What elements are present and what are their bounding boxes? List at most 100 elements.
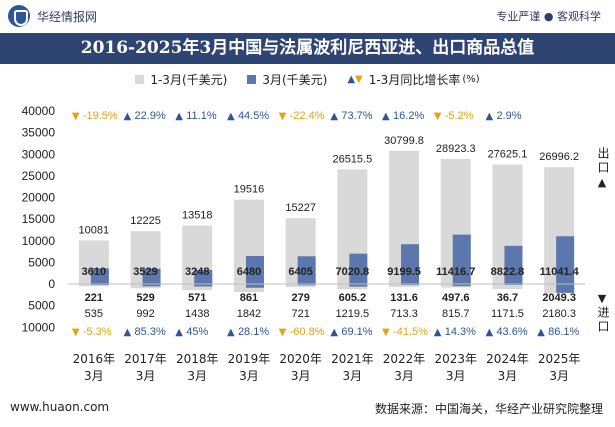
import-side-label: ▼ 进口 (595, 291, 610, 334)
x-tick-label-year: 2024年 (486, 352, 529, 366)
import-label: 进口 (596, 306, 610, 334)
x-tick-label-month: 3月 (498, 369, 518, 383)
export-march-label: 6480 (237, 266, 261, 278)
export-march-label: 9199.5 (387, 266, 421, 278)
y-tick-label: 40000 (22, 104, 56, 118)
x-tick-label-year: 2018年 (176, 352, 219, 366)
export-cumulative-label: 26515.5 (332, 153, 372, 165)
legend-label-march: 3月(千美元) (262, 72, 328, 87)
export-march-bar (194, 269, 213, 284)
footer: www.huaon.com 数据来源：中国海关，华经产业研究院整理 (0, 392, 615, 427)
y-tick-label: 0 (48, 277, 55, 291)
legend-growth-arrows-icon: ▲▼ (347, 73, 363, 85)
x-tick-label-year: 2021年 (331, 352, 374, 366)
legend-item-march: 3月(千美元) (247, 71, 327, 88)
export-march-bar (401, 244, 420, 284)
import-cumulative-label: 815.7 (442, 308, 470, 320)
y-tick-label: 15000 (22, 212, 56, 226)
export-cumulative-label: 28923.3 (436, 143, 476, 155)
import-cumulative-label: 721 (291, 308, 309, 320)
brand: 华经情报网 (8, 5, 97, 27)
legend-swatch-march (247, 74, 257, 84)
x-tick-label-year: 2017年 (124, 352, 167, 366)
export-growth-label: 22.9% (135, 110, 166, 122)
import-growth-label: 28.1% (238, 326, 269, 338)
import-march-label: 2049.3 (542, 292, 576, 304)
x-tick-label-month: 3月 (84, 369, 104, 383)
export-growth-label: 16.2% (393, 110, 424, 122)
import-cumulative-label: 535 (85, 308, 103, 320)
export-march-bar (245, 255, 264, 284)
legend-item-growth: ▲▼ 1-3月同比增长率 (%) (347, 71, 479, 88)
import-growth-label: 43.6% (496, 326, 527, 338)
export-cumulative-label: 12225 (130, 215, 161, 227)
x-tick-label-year: 2023年 (434, 352, 477, 366)
chart-area: 40000 35000 30000 25000 20000 15000 10000 5000 0… (22, 104, 585, 383)
export-growth-up-arrow-icon: ▲ (227, 111, 235, 122)
export-up-triangle-icon: ▲ (597, 176, 607, 189)
y-tick-label: 5000 (28, 299, 55, 313)
import-march-label: 497.6 (442, 292, 470, 304)
import-cumulative-label: 1171.5 (491, 308, 524, 320)
export-march-label: 3529 (133, 266, 157, 278)
chart-title: 2016-2025年3月中国与法属波利尼西亚进、出口商品总值 (80, 38, 535, 58)
export-cumulative-label: 10081 (79, 224, 110, 236)
export-march-label: 6405 (288, 266, 312, 278)
x-tick-label-month: 3月 (343, 369, 363, 383)
y-tick-label: 30000 (22, 147, 56, 161)
import-march-bar (556, 284, 575, 293)
legend-item-cumulative: 1-3月(千美元) (135, 71, 227, 88)
x-tick-label-year: 2022年 (383, 352, 426, 366)
import-growth-label: 14.3% (445, 326, 476, 338)
export-growth-label: 11.1% (186, 110, 217, 122)
legend-label-growth: 1-3月同比增长率 (368, 72, 461, 87)
import-growth-label: -60.8% (290, 326, 325, 338)
import-march-label: 221 (85, 292, 103, 304)
import-march-label: 131.6 (390, 292, 418, 304)
export-march-bar (90, 268, 109, 284)
import-growth-up-arrow-icon: ▲ (485, 327, 493, 338)
import-growth-label: 85.3% (135, 326, 166, 338)
x-tick-label-month: 3月 (136, 369, 156, 383)
import-march-bar (349, 284, 368, 287)
x-tick-label-year: 2025年 (538, 352, 581, 366)
export-growth-label: 2.9% (496, 110, 521, 122)
export-march-bar (452, 234, 471, 284)
import-march-bar (194, 284, 213, 287)
export-growth-label: 44.5% (238, 110, 269, 122)
export-march-label: 8822.8 (491, 266, 525, 278)
export-march-label: 11416.7 (436, 266, 475, 278)
import-growth-up-arrow-icon: ▲ (124, 327, 132, 338)
import-growth-up-arrow-icon: ▲ (434, 327, 442, 338)
export-cumulative-label: 13518 (182, 210, 213, 222)
export-growth-up-arrow-icon: ▲ (124, 111, 132, 122)
brand-logo-icon (8, 5, 30, 27)
export-cumulative-label: 15227 (285, 202, 316, 214)
export-march-bar (349, 253, 368, 284)
top-bar: 华经情报网 专业严谨 ● 客观科学 (0, 0, 615, 33)
export-march-bar (556, 236, 575, 284)
import-cumulative-bar (182, 284, 213, 291)
brand-name: 华经情报网 (37, 9, 98, 24)
import-march-label: 571 (188, 292, 206, 304)
import-growth-down-arrow-icon: ▼ (72, 327, 80, 338)
import-cumulative-label: 1438 (185, 308, 209, 320)
import-growth-up-arrow-icon: ▲ (330, 327, 338, 338)
import-march-bar (142, 284, 161, 287)
export-growth-down-arrow-icon: ▼ (434, 111, 442, 122)
x-tick-label-year: 2020年 (279, 352, 322, 366)
y-tick-label: 35000 (22, 126, 56, 140)
import-cumulative-bar (78, 284, 109, 287)
export-growth-up-arrow-icon: ▲ (330, 111, 338, 122)
y-tick-label: 20000 (22, 191, 56, 205)
import-growth-up-arrow-icon: ▲ (227, 327, 235, 338)
legend-label-growth-unit: (%) (462, 73, 480, 85)
export-growth-up-arrow-icon: ▲ (485, 111, 493, 122)
import-growth-up-arrow-icon: ▲ (175, 327, 183, 338)
import-growth-label: 86.1% (548, 326, 579, 338)
y-tick-label: 25000 (22, 169, 56, 183)
x-tick-label-year: 2016年 (73, 352, 116, 366)
x-tick-label-month: 3月 (446, 369, 466, 383)
export-growth-label: -22.4% (290, 110, 325, 122)
export-march-bar (142, 268, 161, 284)
